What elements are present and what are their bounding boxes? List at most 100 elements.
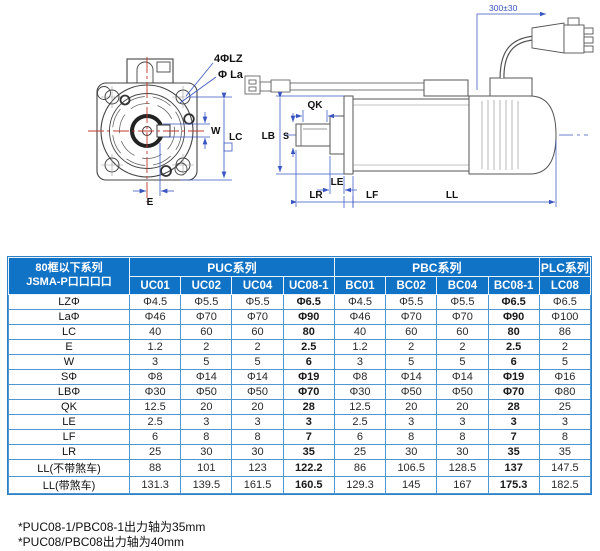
spec-cell: 147.5 bbox=[538, 459, 592, 477]
front-view-drawing: 4ΦLZ Φ La W LC E bbox=[88, 53, 244, 208]
table-row: E 1.2 2 2 2.5 1.2 2 2 2.5 2 bbox=[8, 339, 592, 355]
spec-cell: 8 bbox=[538, 429, 592, 445]
corner-header: 80框以下系列 JSMA-P口口口口 bbox=[8, 257, 130, 295]
encoder-cable bbox=[244, 75, 427, 95]
row-label: W bbox=[8, 354, 130, 370]
col-header: LC08 bbox=[538, 276, 592, 295]
col-header: BC08-1 bbox=[487, 276, 540, 295]
centerlines bbox=[88, 57, 206, 202]
spec-cell: 86 bbox=[538, 324, 592, 340]
spec-cell: 6 bbox=[128, 429, 182, 445]
spec-cell: Φ14 bbox=[180, 369, 233, 385]
spec-cell: Φ50 bbox=[180, 384, 233, 400]
spec-table-wrap: 80框以下系列 JSMA-P口口口口 PUC系列 PBC系列 PLC系列 UC0… bbox=[7, 256, 592, 495]
spec-cell: Φ30 bbox=[333, 384, 387, 400]
corner-header-line2: JSMA-P口口口口 bbox=[26, 276, 112, 288]
spec-cell: 80 bbox=[282, 324, 335, 340]
row-label: LZΦ bbox=[8, 294, 130, 310]
spec-cell: 30 bbox=[231, 444, 284, 460]
spec-cell: Φ90 bbox=[487, 309, 540, 325]
spec-cell: 5 bbox=[436, 354, 489, 370]
spec-cell: Φ4.5 bbox=[128, 294, 182, 310]
spec-cell: 137 bbox=[487, 459, 540, 477]
spec-cell: 7 bbox=[487, 429, 540, 445]
spec-cell: Φ6.5 bbox=[538, 294, 592, 310]
spec-cell: 25 bbox=[333, 444, 387, 460]
table-row: LL(带煞车) 131.3 139.5 161.5 160.5 129.3 145 167 17… bbox=[8, 476, 592, 494]
spec-cell: 28 bbox=[487, 399, 540, 415]
group-header-plc: PLC系列 bbox=[538, 257, 592, 277]
label-bolt-holes: 4ΦLZ bbox=[214, 53, 243, 65]
table-row: LL(不带煞车) 88 101 123 122.2 86 106.5 128.5 137 147.… bbox=[8, 459, 592, 477]
table-row: LaΦ Φ46 Φ70 Φ70 Φ90 Φ46 Φ70 Φ70 Φ90 Φ100 bbox=[8, 309, 592, 325]
spec-cell: 101 bbox=[180, 459, 233, 477]
row-label: E bbox=[8, 339, 130, 355]
spec-cell: 129.3 bbox=[333, 476, 387, 494]
table-row: LF 6 8 8 7 6 8 8 7 8 bbox=[8, 429, 592, 445]
row-label: QK bbox=[8, 399, 130, 415]
spec-cell: 175.3 bbox=[487, 476, 540, 494]
spec-cell: Φ16 bbox=[538, 369, 592, 385]
motor-dimension-drawing: 4ΦLZ Φ La W LC E bbox=[88, 3, 594, 208]
spec-cell: 7 bbox=[282, 429, 335, 445]
spec-cell: 6 bbox=[333, 429, 387, 445]
power-connector bbox=[531, 17, 594, 54]
spec-cell: 20 bbox=[385, 399, 438, 415]
footnote-line2: *PUC08/PBC08出力轴为40mm bbox=[18, 535, 185, 550]
group-header-pbc: PBC系列 bbox=[333, 257, 540, 277]
table-row: LZΦ Φ4.5 Φ5.5 Φ5.5 Φ6.5 Φ4.5 Φ5.5 Φ5.5 Φ6.5 Φ6.5 bbox=[8, 294, 592, 310]
front-dimension-lines bbox=[133, 62, 233, 196]
spec-cell: Φ6.5 bbox=[487, 294, 540, 310]
label-le: LE bbox=[331, 177, 344, 188]
spec-cell: 28 bbox=[282, 399, 335, 415]
spec-cell: 12.5 bbox=[128, 399, 182, 415]
col-header: BC04 bbox=[436, 276, 489, 295]
row-label: LE bbox=[8, 414, 130, 430]
spec-cell: 1.2 bbox=[128, 339, 182, 355]
spec-cell: Φ5.5 bbox=[180, 294, 233, 310]
row-label: LC bbox=[8, 324, 130, 340]
spec-cell: 60 bbox=[436, 324, 489, 340]
spec-cell: 12.5 bbox=[333, 399, 387, 415]
spec-cell: 128.5 bbox=[436, 459, 489, 477]
table-row: QK 12.5 20 20 28 12.5 20 20 28 25 bbox=[8, 399, 592, 415]
spec-cell: Φ90 bbox=[282, 309, 335, 325]
label-lr: LR bbox=[309, 190, 323, 201]
spec-cell: Φ70 bbox=[180, 309, 233, 325]
spec-cell: 2 bbox=[538, 339, 592, 355]
label-pilot-dia: LB bbox=[262, 131, 275, 142]
spec-cell: Φ50 bbox=[385, 384, 438, 400]
spec-cell: Φ70 bbox=[436, 309, 489, 325]
cable-gland bbox=[489, 77, 533, 97]
footnotes: *PUC08-1/PBC08-1出力轴为35mm *PUC08/PBC08出力轴… bbox=[18, 520, 205, 551]
side-view-drawing: 300±30 QK S LB LE LR LF LL bbox=[244, 3, 594, 208]
spec-cell: 30 bbox=[180, 444, 233, 460]
spec-cell: 86 bbox=[333, 459, 387, 477]
spec-cell: 2 bbox=[385, 339, 438, 355]
spec-cell: 3 bbox=[333, 354, 387, 370]
spec-cell: 5 bbox=[385, 354, 438, 370]
spec-cell: 5 bbox=[180, 354, 233, 370]
power-cable bbox=[499, 35, 535, 79]
table-row: LC 40 60 60 80 40 60 60 80 86 bbox=[8, 324, 592, 340]
label-key-length: QK bbox=[308, 100, 324, 111]
spec-cell: 20 bbox=[436, 399, 489, 415]
spec-cell: Φ14 bbox=[385, 369, 438, 385]
spec-cell: Φ5.5 bbox=[231, 294, 284, 310]
spec-cell: 3 bbox=[128, 354, 182, 370]
row-label: LBΦ bbox=[8, 384, 130, 400]
spec-cell: 160.5 bbox=[282, 476, 335, 494]
spec-cell: 3 bbox=[538, 414, 592, 430]
spec-cell: 40 bbox=[333, 324, 387, 340]
spec-cell: 3 bbox=[487, 414, 540, 430]
spec-cell: 3 bbox=[282, 414, 335, 430]
spec-cell: Φ5.5 bbox=[436, 294, 489, 310]
spec-cell: Φ70 bbox=[385, 309, 438, 325]
col-header: BC02 bbox=[385, 276, 438, 295]
spec-cell: 2.5 bbox=[128, 414, 182, 430]
row-label: LL(带煞车) bbox=[8, 476, 130, 494]
spec-cell: Φ70 bbox=[231, 309, 284, 325]
spec-cell: 2 bbox=[436, 339, 489, 355]
label-e: E bbox=[147, 197, 154, 208]
